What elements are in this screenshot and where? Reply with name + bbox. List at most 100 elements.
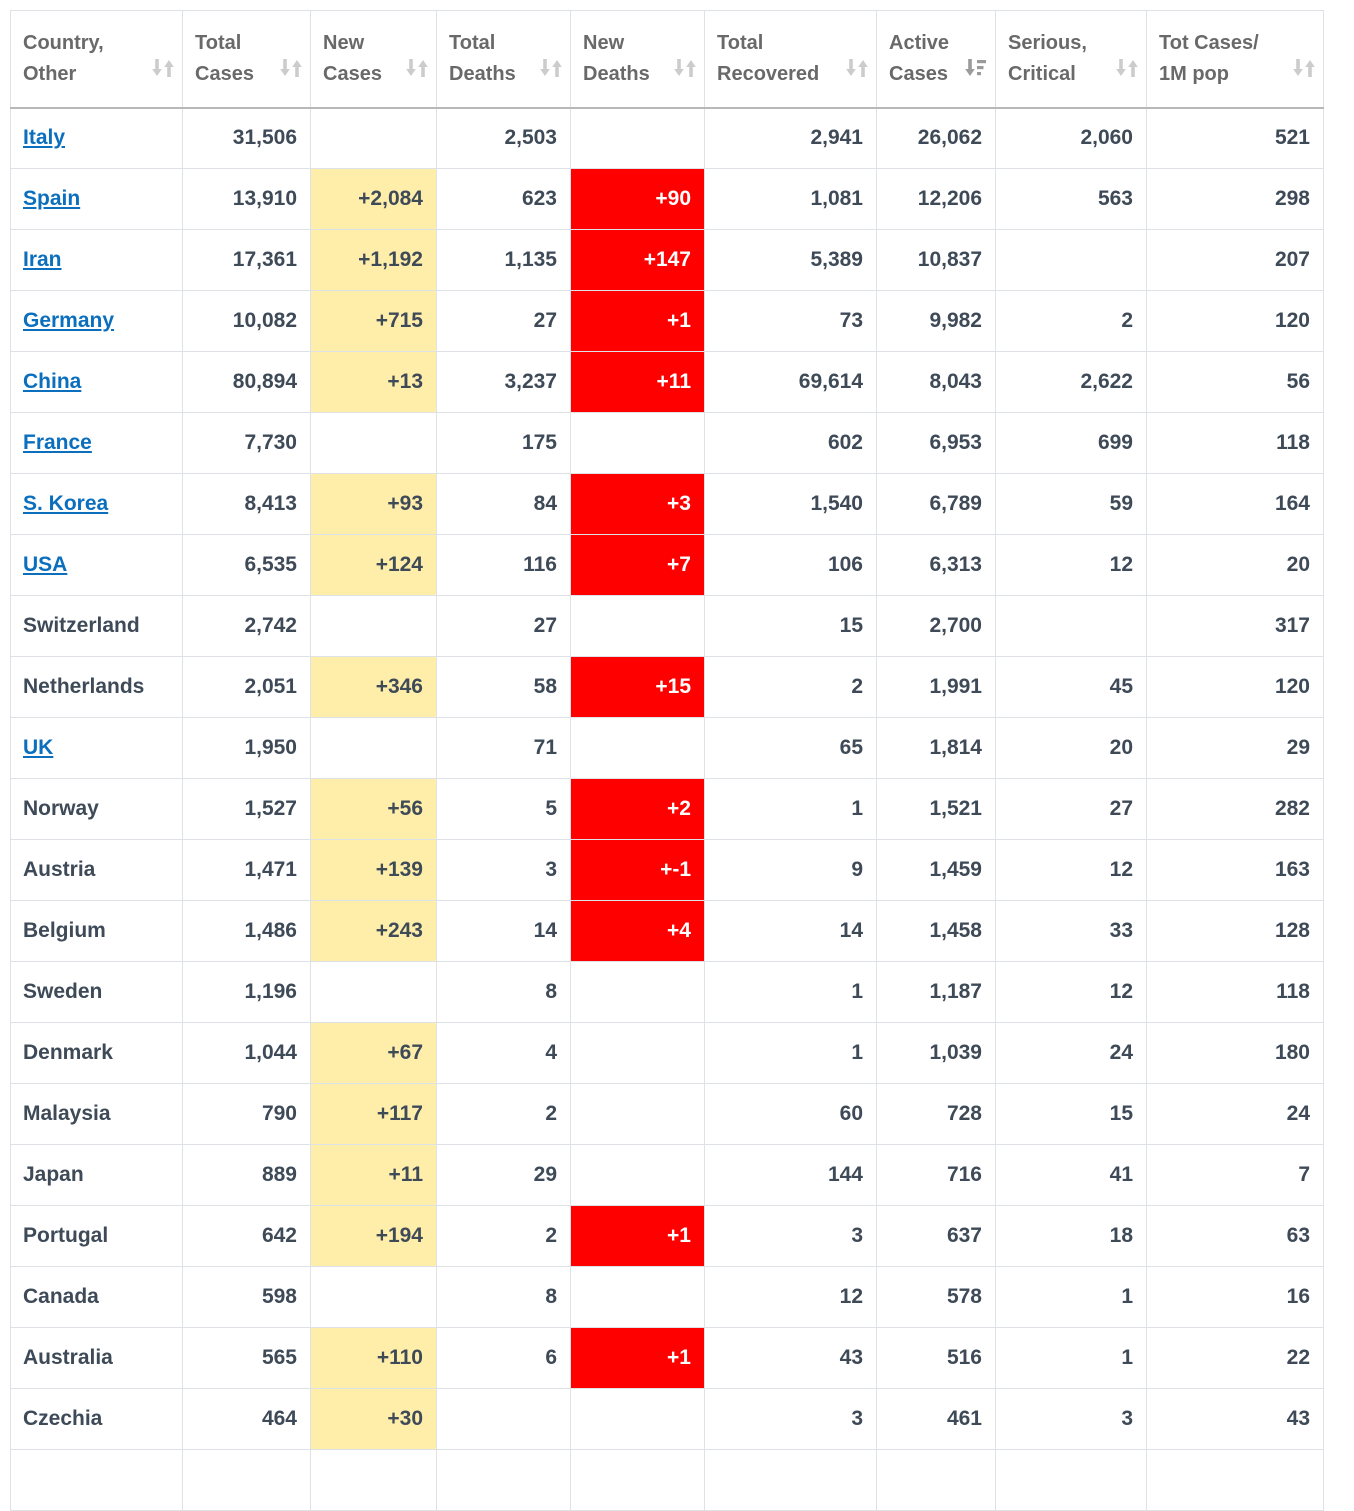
new-deaths-cell: +1	[570, 290, 705, 352]
table-row: Iran 17,361 +1,192 1,135 +147 5,389 10,837 207	[10, 229, 1324, 291]
serious-critical-cell	[995, 1449, 1147, 1511]
total-cases-cell: 13,910	[182, 168, 311, 230]
new-deaths-cell	[570, 1144, 705, 1206]
total-cases-cell: 598	[182, 1266, 311, 1328]
new-deaths-cell	[570, 1388, 705, 1450]
sort-up-down-icon[interactable]	[279, 56, 303, 80]
column-header-total-deaths[interactable]: Total Deaths	[436, 10, 571, 109]
table-row: Australia 565 +110 6 +1 43 516 1 22	[10, 1327, 1324, 1389]
column-header-new-cases[interactable]: New Cases	[310, 10, 437, 109]
total-cases-cell: 2,051	[182, 656, 311, 718]
column-header-total-cases[interactable]: Total Cases	[182, 10, 311, 109]
column-header-total-recovered[interactable]: Total Recovered	[704, 10, 877, 109]
sort-amount-desc-icon[interactable]	[964, 56, 988, 80]
table-row: Switzerland 2,742 27 15 2,700 317	[10, 595, 1324, 657]
new-cases-cell	[310, 595, 437, 657]
country-cell: Netherlands	[10, 656, 183, 718]
country-link[interactable]: Iran	[23, 248, 62, 271]
total-deaths-cell: 29	[436, 1144, 571, 1206]
sort-up-down-icon[interactable]	[845, 56, 869, 80]
new-deaths-cell: +4	[570, 900, 705, 962]
new-cases-cell: +11	[310, 1144, 437, 1206]
active-cases-cell: 6,789	[876, 473, 996, 535]
table-row: France 7,730 175 602 6,953 699 118	[10, 412, 1324, 474]
new-cases-cell: +139	[310, 839, 437, 901]
column-header-new-deaths[interactable]: New Deaths	[570, 10, 705, 109]
table-body: Italy 31,506 2,503 2,941 26,062 2,060 521 Spain…	[10, 107, 1324, 1511]
total-cases-cell: 31,506	[182, 107, 311, 169]
column-header-cases-per-1m[interactable]: Tot Cases/ 1M pop	[1146, 10, 1324, 109]
country-link[interactable]: USA	[23, 553, 68, 576]
column-header-active-cases[interactable]: Active Cases	[876, 10, 996, 109]
country-label: Japan	[23, 1163, 84, 1186]
total-cases-cell: 80,894	[182, 351, 311, 413]
column-header-serious-critical[interactable]: Serious, Critical	[995, 10, 1147, 109]
column-label: Total Recovered	[717, 31, 820, 85]
active-cases-cell: 516	[876, 1327, 996, 1389]
cases-per-1m-cell: 128	[1146, 900, 1324, 962]
cases-per-1m-cell: 118	[1146, 961, 1324, 1023]
total-deaths-cell: 2	[436, 1205, 571, 1267]
new-deaths-cell	[570, 1083, 705, 1145]
sort-up-down-icon[interactable]	[1292, 56, 1316, 80]
table-row: Germany 10,082 +715 27 +1 73 9,982 2 120	[10, 290, 1324, 352]
country-link[interactable]: China	[23, 370, 82, 393]
sort-up-down-icon[interactable]	[151, 56, 175, 80]
country-label: Czechia	[23, 1407, 103, 1430]
table-row: S. Korea 8,413 +93 84 +3 1,540 6,789 59 164	[10, 473, 1324, 535]
total-cases-cell: 10,082	[182, 290, 311, 352]
serious-critical-cell: 33	[995, 900, 1147, 962]
header-row: Country, Other Total Cases New Cases Total …	[10, 10, 1324, 109]
serious-critical-cell: 24	[995, 1022, 1147, 1084]
new-deaths-cell: +1	[570, 1327, 705, 1389]
cases-per-1m-cell: 22	[1146, 1327, 1324, 1389]
total-recovered-cell: 1	[704, 778, 877, 840]
country-link[interactable]: Italy	[23, 126, 66, 150]
active-cases-cell: 10,837	[876, 229, 996, 291]
sort-up-down-icon[interactable]	[539, 56, 563, 80]
active-cases-cell: 1,187	[876, 961, 996, 1023]
total-cases-cell: 7,730	[182, 412, 311, 474]
total-recovered-cell: 5,389	[704, 229, 877, 291]
country-cell: Germany	[10, 290, 183, 352]
cases-per-1m-cell: 164	[1146, 473, 1324, 535]
table-row: Spain 13,910 +2,084 623 +90 1,081 12,206 563 298	[10, 168, 1324, 230]
total-deaths-cell: 4	[436, 1022, 571, 1084]
country-link[interactable]: Spain	[23, 187, 81, 210]
table-row: UK 1,950 71 65 1,814 20 29	[10, 717, 1324, 779]
active-cases-cell: 1,039	[876, 1022, 996, 1084]
new-cases-cell: +194	[310, 1205, 437, 1267]
active-cases-cell: 1,991	[876, 656, 996, 718]
active-cases-cell: 637	[876, 1205, 996, 1267]
column-label: Total Deaths	[449, 31, 516, 85]
country-link[interactable]: UK	[23, 736, 54, 759]
country-link[interactable]: S. Korea	[23, 492, 109, 515]
serious-critical-cell: 2,622	[995, 351, 1147, 413]
total-cases-cell: 889	[182, 1144, 311, 1206]
column-label: Active Cases	[889, 31, 950, 85]
total-cases-cell: 2,742	[182, 595, 311, 657]
active-cases-cell: 26,062	[876, 107, 996, 169]
column-label: Country, Other	[23, 31, 104, 85]
new-cases-cell	[310, 107, 437, 169]
column-header-country[interactable]: Country, Other	[10, 10, 183, 109]
total-deaths-cell: 8	[436, 961, 571, 1023]
country-link[interactable]: France	[23, 431, 92, 454]
cases-per-1m-cell: 20	[1146, 534, 1324, 596]
new-deaths-cell	[570, 717, 705, 779]
new-deaths-cell: +147	[570, 229, 705, 291]
sort-up-down-icon[interactable]	[673, 56, 697, 80]
country-cell: USA	[10, 534, 183, 596]
sort-up-down-icon[interactable]	[1115, 56, 1139, 80]
country-link[interactable]: Germany	[23, 309, 115, 332]
country-label: Switzerland	[23, 614, 140, 637]
total-recovered-cell: 3	[704, 1205, 877, 1267]
serious-critical-cell: 3	[995, 1388, 1147, 1450]
cases-per-1m-cell: 163	[1146, 839, 1324, 901]
total-recovered-cell: 2,941	[704, 107, 877, 169]
sort-up-down-icon[interactable]	[405, 56, 429, 80]
cases-per-1m-cell: 120	[1146, 290, 1324, 352]
serious-critical-cell: 27	[995, 778, 1147, 840]
country-label: Norway	[23, 797, 99, 820]
total-recovered-cell	[704, 1449, 877, 1511]
